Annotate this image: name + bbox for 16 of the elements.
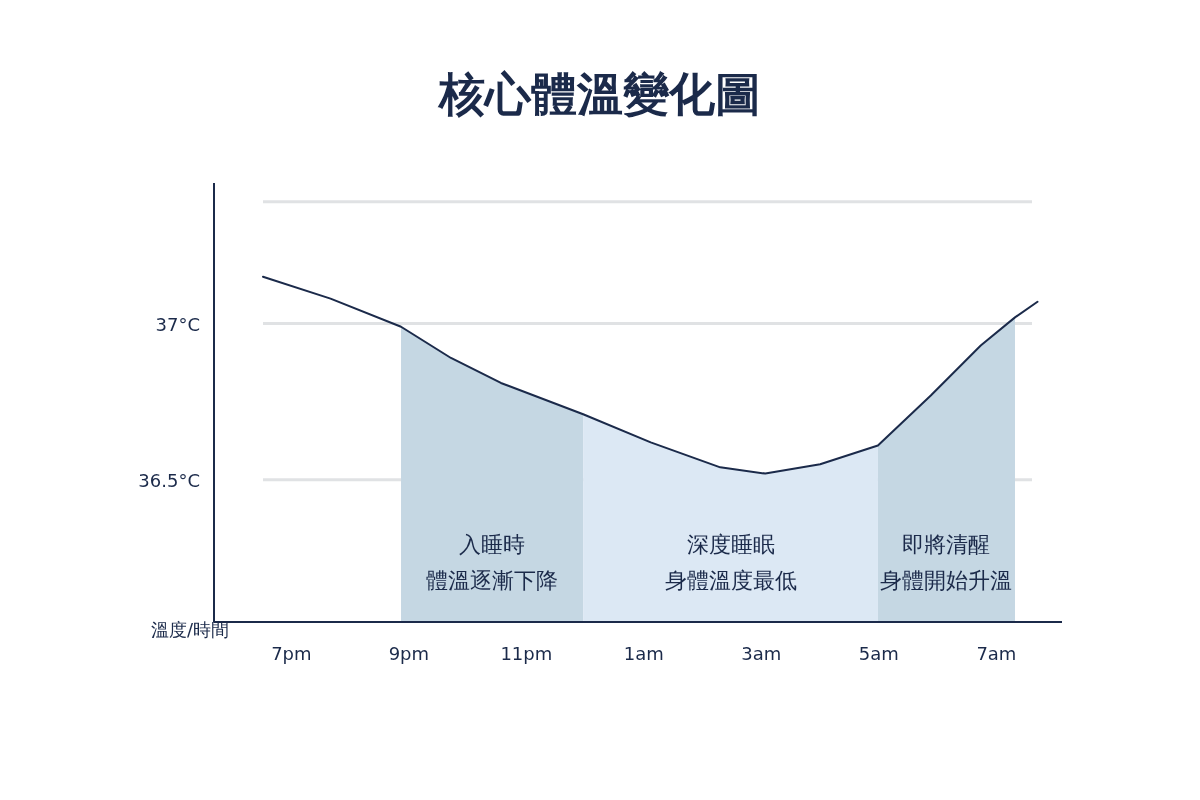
x-tick-label: 7am: [976, 643, 1017, 664]
x-tick-label: 7pm: [271, 643, 312, 664]
x-tick-label: 1am: [623, 643, 664, 664]
annotation: 深度睡眠: [686, 532, 775, 557]
x-tick-label: 9pm: [388, 643, 430, 664]
x-tick-label: 11pm: [500, 643, 553, 664]
x-tick-label: 5am: [858, 643, 899, 664]
y-tick-label: 37°C: [155, 313, 200, 335]
y-tick-label: 36.5°C: [138, 469, 200, 491]
annotation: 即將清醒: [902, 532, 991, 557]
annotation: 體溫逐漸下降: [426, 568, 559, 593]
x-tick-label: 3am: [741, 643, 782, 664]
chart-title: 核心體溫變化圖: [437, 67, 761, 121]
annotation: 身體開始升溫: [880, 568, 1013, 593]
annotation: 身體溫度最低: [664, 568, 797, 593]
annotation: 入睡時: [459, 532, 526, 557]
